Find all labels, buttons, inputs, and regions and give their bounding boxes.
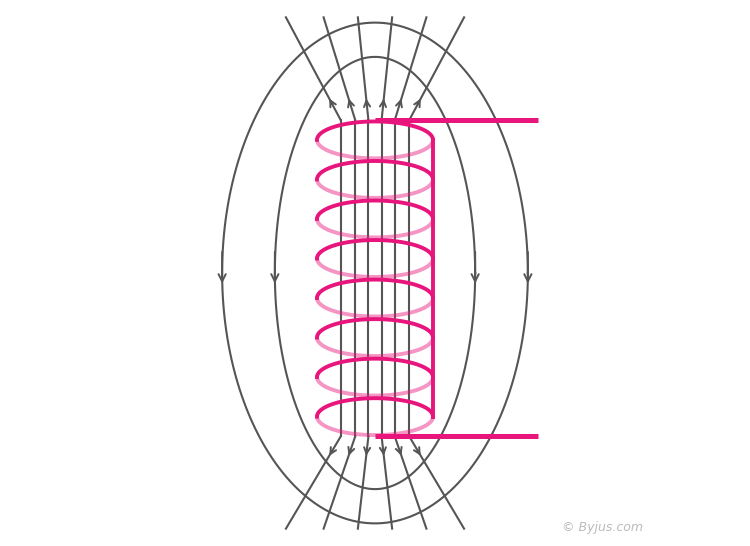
Text: © Byjus.com: © Byjus.com [562,521,644,534]
